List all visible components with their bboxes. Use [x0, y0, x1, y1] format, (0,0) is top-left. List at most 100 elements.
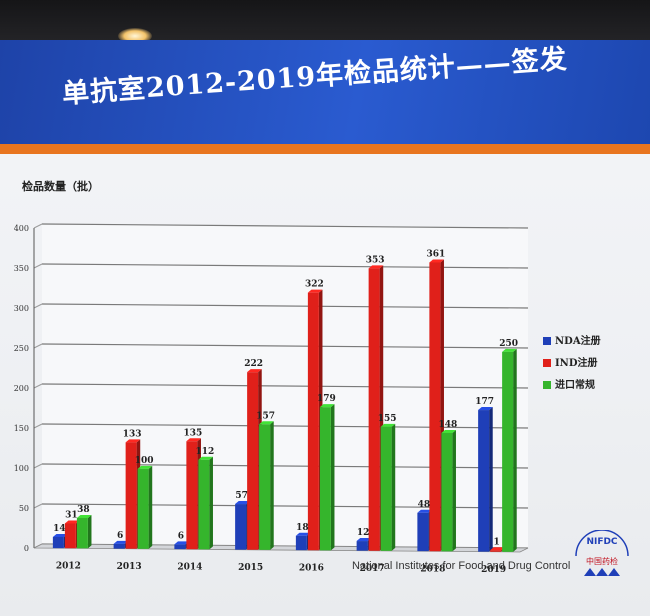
legend-swatch: [543, 337, 551, 345]
bar-top: [235, 501, 250, 505]
bar-IND注册-2013: [125, 442, 137, 549]
bar-top: [125, 439, 141, 443]
y-tick-label: 400: [14, 224, 29, 233]
bar-IND注册-2015: [247, 372, 259, 550]
bar-top: [417, 509, 432, 513]
footer-institution-name: National Institutes for Food and Drug Co…: [352, 560, 571, 572]
y-tick-label: 200: [14, 384, 29, 393]
bar-NDA注册-2013: [113, 543, 125, 549]
bar-进口常规-2013: [137, 468, 149, 549]
data-label: 18: [296, 523, 309, 533]
data-label: 1: [493, 537, 499, 547]
x-tick-label: 2017: [360, 564, 385, 574]
y-tick-label: 300: [14, 304, 29, 313]
title-band: [0, 40, 650, 144]
bar-top: [76, 514, 92, 518]
bar-top: [502, 348, 517, 352]
gridline: [41, 303, 529, 309]
data-label: 250: [499, 339, 518, 349]
gridline-side: [33, 383, 43, 389]
x-tick-label: 2019: [481, 565, 506, 575]
data-label: 222: [244, 359, 263, 369]
y-tick-label: 50: [19, 504, 29, 513]
data-label: 179: [317, 394, 336, 404]
bar-top: [113, 540, 129, 544]
y-tick-label: 0: [24, 544, 29, 553]
plot-floor: [33, 543, 529, 553]
data-label: 38: [77, 505, 90, 515]
gridline: [41, 223, 529, 229]
bar-NDA注册-2017: [356, 541, 368, 551]
bar-side: [270, 421, 274, 550]
logo-subtext: 中国药检: [586, 556, 618, 566]
y-tick-label: 250: [14, 344, 29, 353]
legend-label: 进口常规: [555, 378, 595, 391]
chart-axes: 0 50 100 150 200 250 300 350 400 2012 2013 2014 2015…: [14, 224, 529, 575]
legend-swatch: [543, 381, 551, 389]
bar-IND注册-2019: [490, 550, 502, 552]
y-tick-label: 100: [14, 464, 29, 473]
bar-side: [330, 404, 335, 551]
chart-bars: [52, 259, 517, 552]
bar-side: [489, 407, 493, 552]
gridline-side: [33, 503, 43, 509]
bar-IND注册-2012: [64, 523, 76, 549]
bar-top: [259, 421, 274, 425]
bar-top: [307, 289, 323, 293]
bar-top: [174, 541, 189, 545]
y-tick-label: 150: [14, 424, 29, 433]
bar-top: [295, 532, 311, 536]
gridline-side: [33, 263, 43, 269]
data-label: 6: [178, 531, 184, 541]
data-label: 135: [183, 428, 202, 438]
x-tick-label: 2016: [299, 563, 324, 573]
bar-进口常规-2016: [319, 407, 331, 551]
data-label: 57: [235, 491, 248, 501]
bar-top: [52, 533, 68, 537]
bar-top: [490, 547, 505, 551]
data-label: 112: [195, 447, 214, 457]
title-accent-stripe: [0, 144, 650, 154]
gridline: [41, 423, 529, 429]
bar-进口常规-2012: [76, 517, 88, 549]
bar-NDA注册-2012: [52, 536, 64, 549]
data-label: 31: [65, 510, 78, 520]
bar-top: [356, 538, 372, 542]
data-label: 177: [475, 397, 494, 407]
bar-top: [319, 404, 335, 408]
data-label: 6: [117, 531, 123, 541]
data-label: 155: [378, 414, 397, 424]
bar-进口常规-2014: [198, 459, 210, 550]
bar-side: [87, 514, 92, 549]
y-axis-title: 检品数量（批）: [22, 179, 99, 193]
bar-进口常规-2017: [380, 426, 392, 551]
gridline-side: [33, 343, 43, 349]
bar-IND注册-2018: [429, 262, 441, 552]
bar-side: [148, 465, 153, 549]
bar-side: [391, 423, 396, 551]
bar-top: [137, 465, 153, 469]
x-tick-label: 2015: [238, 563, 263, 573]
gridline-side: [33, 423, 43, 429]
bar-进口常规-2018: [441, 432, 453, 552]
gridline-side: [33, 303, 43, 309]
data-label: 133: [123, 429, 142, 439]
x-tick-label: 2013: [117, 562, 142, 572]
logo-text: NIFDC: [586, 537, 617, 547]
data-label: 48: [418, 500, 431, 510]
data-label: 361: [426, 249, 445, 259]
x-tick-label: 2012: [56, 561, 81, 571]
gridline: [41, 263, 529, 269]
bar-side: [513, 348, 517, 552]
bar-NDA注册-2015: [235, 504, 247, 550]
gridline-side: [33, 463, 43, 469]
data-label: 148: [438, 420, 457, 430]
bar-NDA注册-2016: [295, 535, 307, 551]
bar-top: [380, 423, 396, 427]
x-tick-label: 2018: [420, 564, 445, 574]
legend-label: NDA注册: [555, 334, 601, 347]
bar-IND注册-2016: [307, 292, 319, 551]
